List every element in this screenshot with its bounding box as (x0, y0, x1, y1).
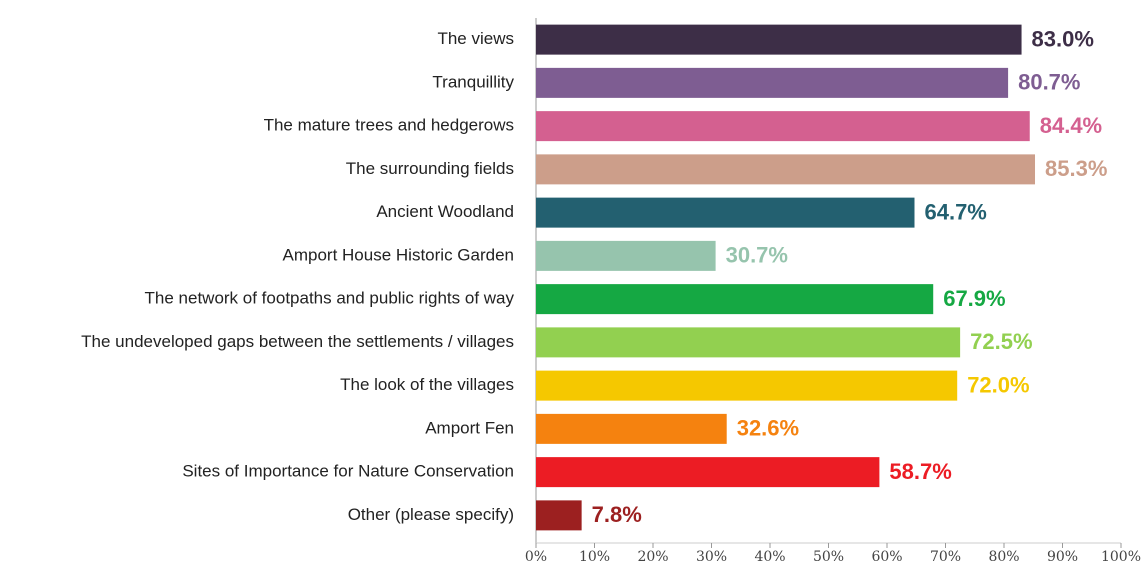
bar (536, 111, 1030, 142)
bar (536, 370, 958, 401)
x-tick-label: 30% (696, 549, 727, 565)
category-label: Other (please specify) (348, 505, 514, 524)
category-label: The views (437, 29, 514, 48)
x-tick-label: 80% (988, 549, 1019, 565)
category-label: The undeveloped gaps between the settlem… (81, 332, 514, 351)
bar (536, 240, 716, 271)
x-tick-label: 60% (871, 549, 902, 565)
category-label: The network of footpaths and public righ… (145, 289, 515, 308)
bar (536, 24, 1022, 55)
category-label: The mature trees and hedgerows (264, 116, 514, 135)
value-label: 64.7% (924, 199, 986, 224)
value-label: 7.8% (592, 502, 642, 527)
value-label: 58.7% (889, 459, 951, 484)
category-label: The surrounding fields (346, 159, 514, 178)
bar (536, 284, 934, 315)
bar (536, 67, 1009, 98)
category-label: The look of the villages (340, 375, 514, 394)
bar (536, 413, 727, 444)
x-tick-label: 20% (637, 549, 668, 565)
value-label: 32.6% (737, 416, 799, 441)
value-label: 30.7% (726, 243, 788, 268)
x-tick-label: 100% (1101, 549, 1141, 565)
x-tick-label: 10% (579, 549, 610, 565)
x-tick-label: 90% (1047, 549, 1078, 565)
bar (536, 197, 915, 228)
x-tick-label: 70% (930, 549, 961, 565)
value-label: 85.3% (1045, 156, 1107, 181)
category-label: Tranquillity (432, 72, 514, 91)
value-label: 67.9% (943, 286, 1005, 311)
x-tick-label: 0% (525, 549, 547, 565)
category-label: Ancient Woodland (376, 202, 514, 221)
category-label: Amport Fen (425, 418, 514, 437)
category-label: Amport House Historic Garden (283, 245, 514, 264)
x-tick-label: 50% (813, 549, 844, 565)
category-label: Sites of Importance for Nature Conservat… (182, 462, 514, 481)
value-label: 72.0% (967, 372, 1029, 397)
value-label: 83.0% (1032, 26, 1094, 51)
value-label: 80.7% (1018, 70, 1080, 95)
bar (536, 457, 880, 488)
x-tick-label: 40% (754, 549, 785, 565)
value-label: 72.5% (970, 329, 1032, 354)
bar (536, 327, 961, 358)
bar (536, 500, 582, 531)
value-label: 84.4% (1040, 113, 1102, 138)
bar (536, 154, 1036, 185)
